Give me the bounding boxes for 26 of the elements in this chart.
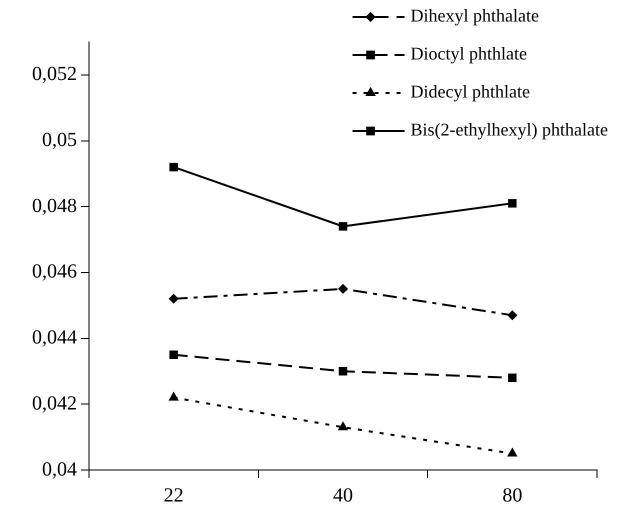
x-tick-label: 22: [164, 484, 184, 506]
point: [169, 162, 178, 172]
y-tick-label: 0,04: [42, 458, 77, 480]
y-tick-label: 0,042: [32, 392, 77, 414]
point: [338, 421, 348, 430]
point: [338, 284, 348, 294]
legend-label: Didecyl phthlate: [410, 82, 530, 102]
y-tick-label: 0,05: [42, 129, 77, 152]
point: [508, 374, 517, 382]
y-tick-label: 0,048: [32, 194, 77, 217]
legend-label: Bis(2-ethylhexyl) phthalate: [410, 120, 608, 140]
x-tick-label: 40: [333, 484, 353, 506]
point: [507, 448, 518, 457]
point: [507, 310, 518, 320]
y-tick-label: 0,046: [32, 260, 77, 283]
legend-label: Dihexyl phthalate: [410, 6, 540, 26]
point: [508, 199, 517, 208]
x-tick-label: 80: [502, 484, 522, 506]
point: [168, 294, 179, 304]
y-tick-label: 0,044: [32, 326, 77, 349]
point: [168, 392, 179, 401]
legend-label: Dioctyl phthlate: [410, 44, 528, 64]
point: [338, 366, 348, 376]
point: [338, 222, 348, 231]
y-tick-label: 0,052: [32, 63, 77, 86]
point: [169, 350, 178, 360]
